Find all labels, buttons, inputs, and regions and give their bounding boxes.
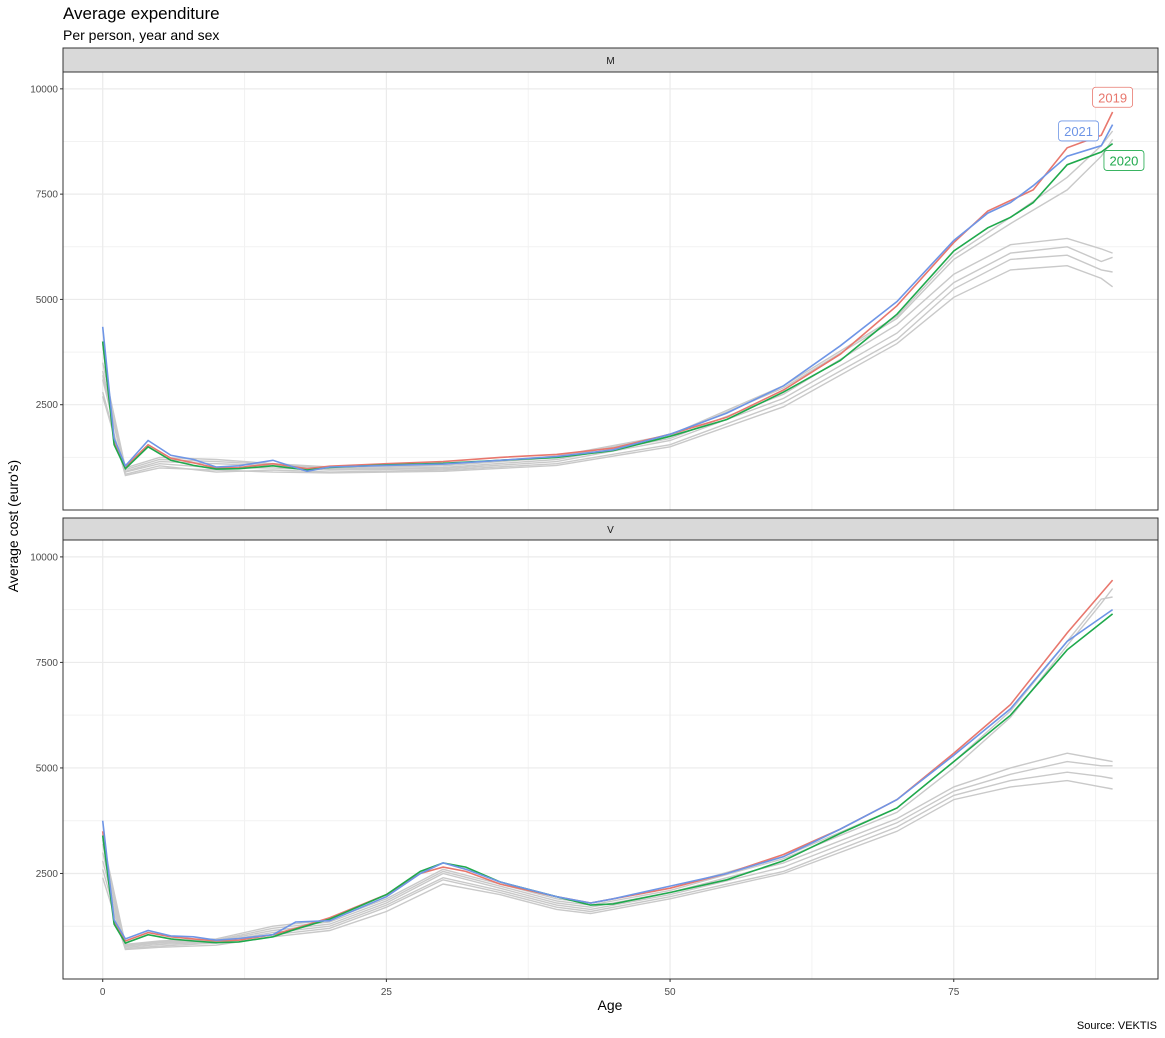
source-caption: Source: VEKTIS — [1077, 1020, 1157, 1032]
label-box-2020 — [1103, 150, 1145, 171]
series-line-2021 — [101, 124, 1114, 473]
panel-V: V 2500 5000 7500 10000 0 25 50 75 — [30, 517, 1159, 998]
x-tick-label: 0 — [100, 987, 106, 998]
plot-background — [63, 540, 1158, 979]
y-axis-title: Average cost (euro's) — [5, 460, 21, 592]
label-2020: 2020 — [1109, 153, 1138, 168]
y-tick-label: 7500 — [36, 190, 59, 201]
strip-label: M — [606, 56, 614, 67]
y-tick-label: 5000 — [36, 763, 59, 774]
y-tick-label: 2500 — [36, 400, 59, 411]
plot-background — [63, 72, 1158, 510]
x-tick-label: 75 — [948, 987, 960, 998]
chart-title: Average expenditure — [63, 4, 220, 23]
panel-border — [62, 71, 1159, 511]
series-line-other-year — [102, 139, 1114, 471]
y-tick-label: 10000 — [30, 552, 58, 563]
label-box-2021 — [1058, 120, 1099, 142]
strip-label: V — [607, 525, 614, 536]
x-axis-title: Age — [598, 997, 623, 1013]
y-tick-label: 2500 — [36, 869, 59, 880]
series-line-other-year — [102, 596, 1113, 946]
facet-panels: M 2019 2021 2020 2500 5000 7500 10000 V 2500 5000 7… — [30, 47, 1159, 998]
series-line-2019 — [101, 111, 1114, 470]
label-box-2019 — [1092, 86, 1134, 108]
y-tick-label: 5000 — [36, 295, 59, 306]
y-tick-label: 10000 — [30, 84, 58, 95]
panel-border — [62, 539, 1159, 980]
series-line-other-year — [102, 254, 1113, 476]
strip-background — [62, 47, 1159, 73]
x-tick-label: 50 — [665, 987, 677, 998]
label-2021: 2021 — [1064, 124, 1093, 139]
chart-subtitle: Per person, year and sex — [63, 27, 219, 43]
x-tick-label: 25 — [381, 987, 393, 998]
panel-M: M 2019 2021 2020 2500 5000 7500 10000 — [30, 47, 1159, 511]
y-tick-label: 7500 — [36, 658, 59, 669]
series-line-other-year — [102, 779, 1113, 951]
series-line-2020 — [101, 613, 1114, 945]
series-line-2021 — [101, 608, 1114, 942]
series-line-other-year — [102, 237, 1113, 473]
label-2019: 2019 — [1098, 90, 1127, 105]
